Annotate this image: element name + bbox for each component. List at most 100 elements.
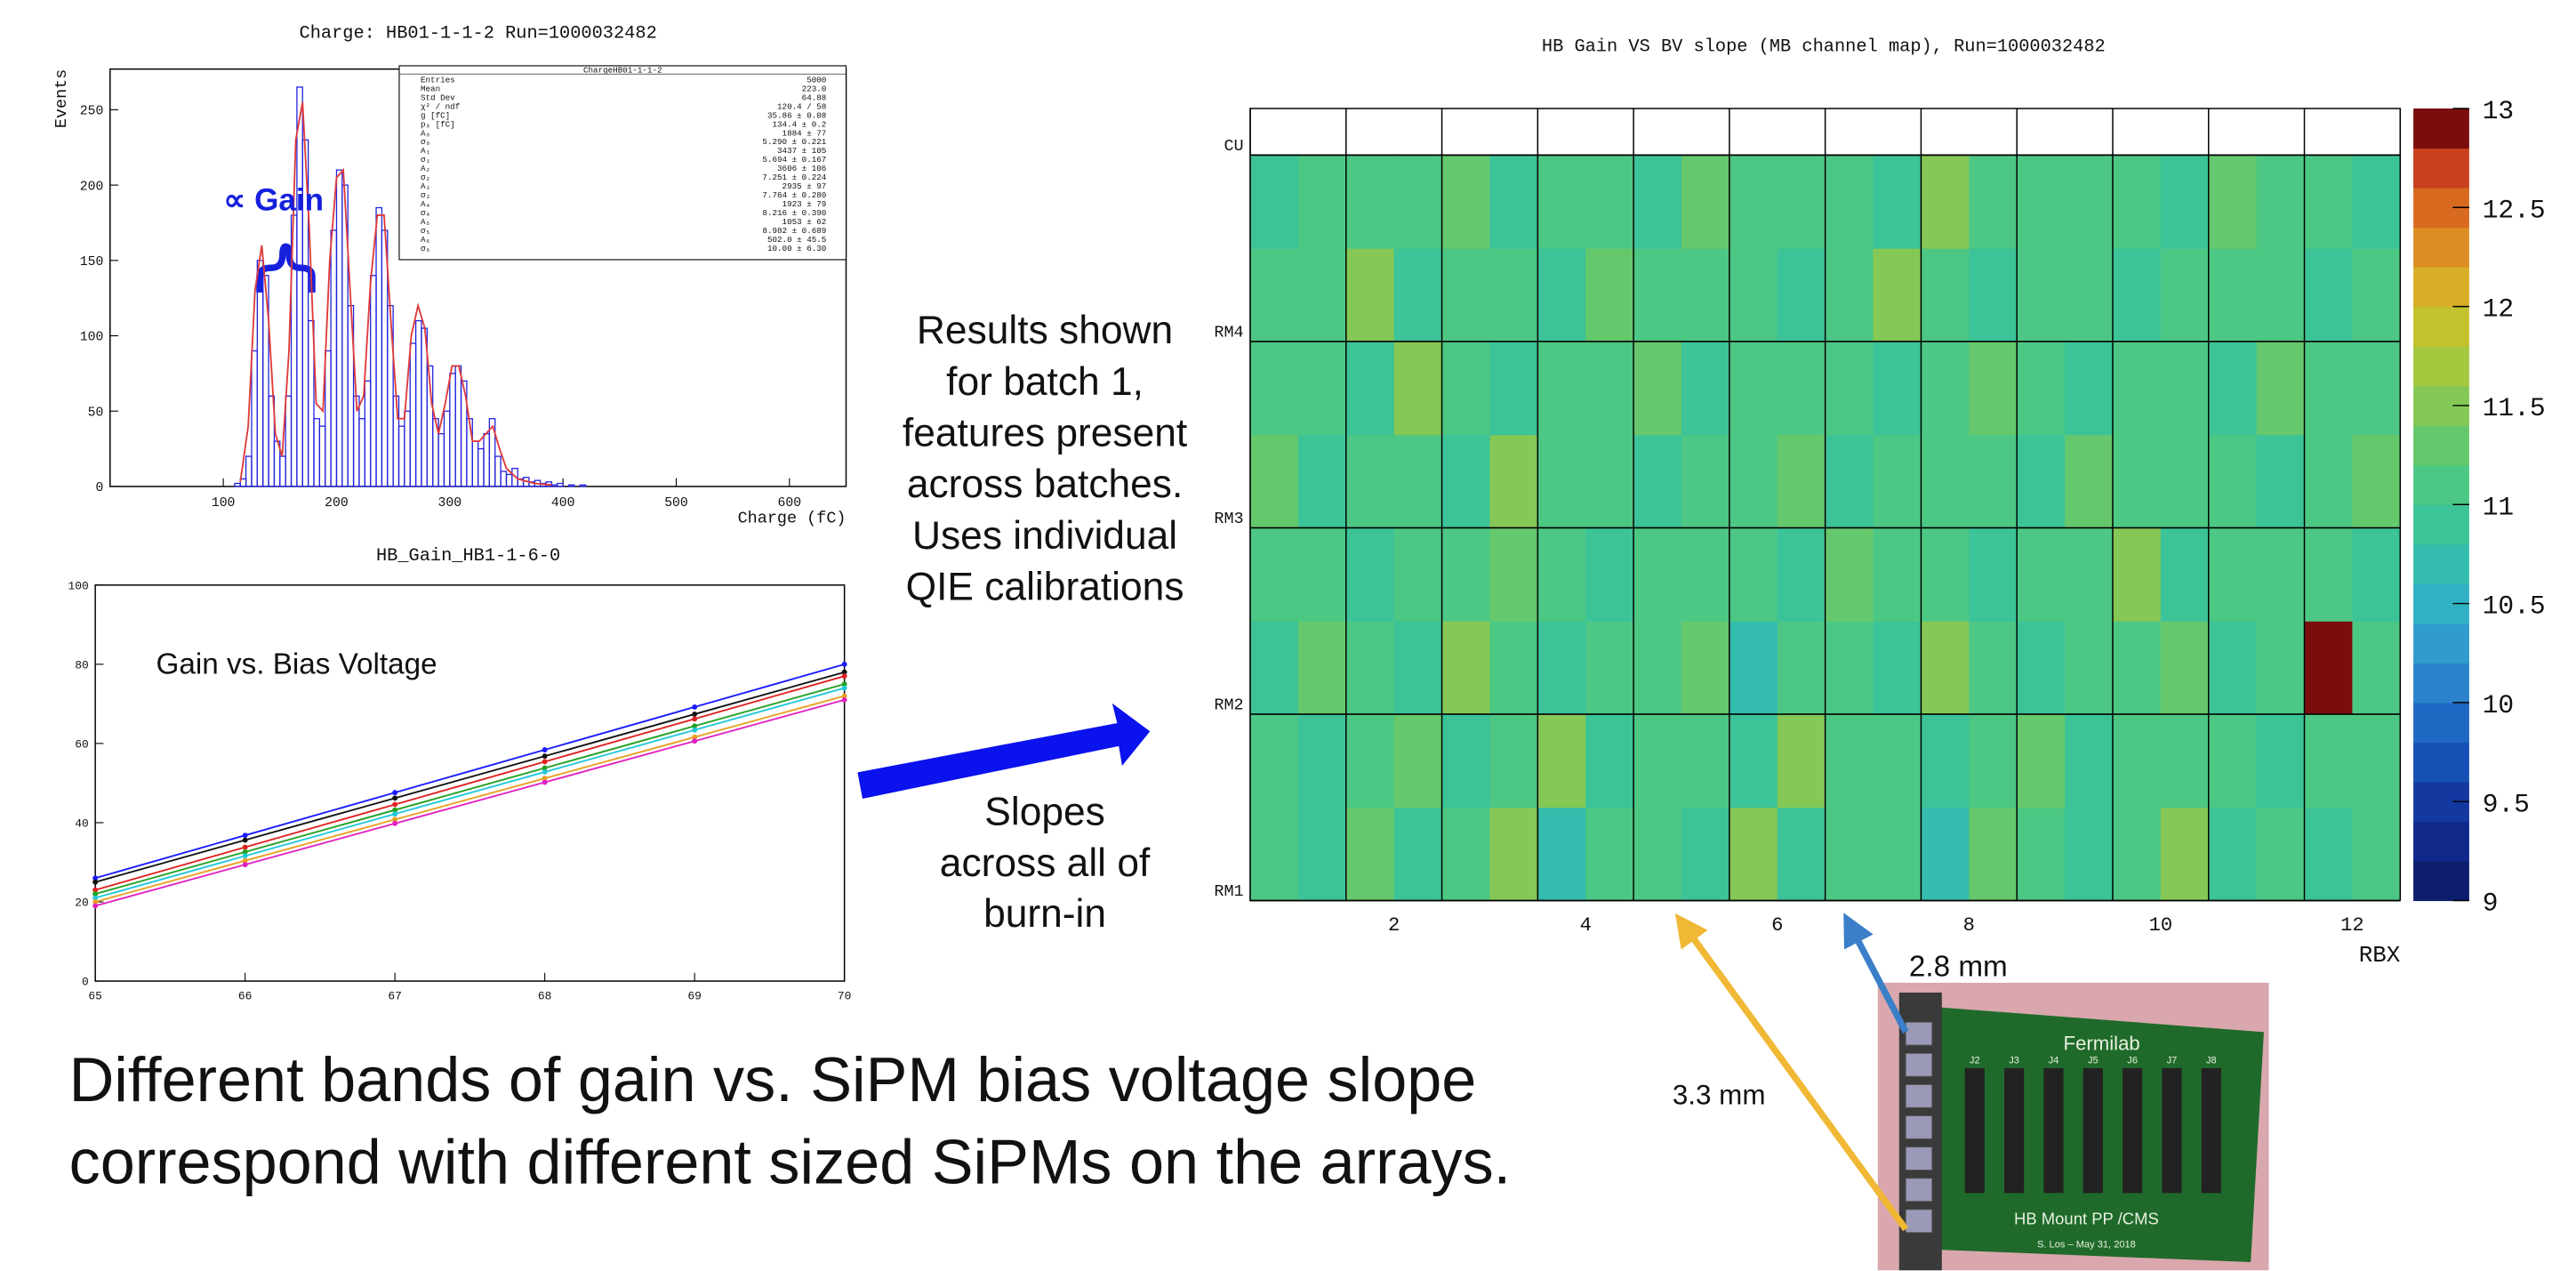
cell xyxy=(2017,527,2066,622)
series-line xyxy=(94,675,845,891)
cell xyxy=(1681,434,1730,528)
cell xyxy=(1777,527,1826,622)
histogram-bin xyxy=(500,471,508,487)
cell xyxy=(1777,621,1826,715)
cell xyxy=(2065,341,2114,436)
x-tick-label: 200 xyxy=(325,496,349,511)
cell xyxy=(2256,341,2306,436)
histogram-bin xyxy=(301,139,309,487)
cell xyxy=(2065,807,2114,902)
stats-box xyxy=(398,65,847,261)
stats-value: 120.4 / 58 xyxy=(777,101,826,111)
histogram-bin xyxy=(256,260,264,487)
histogram-bin xyxy=(409,342,417,487)
cell xyxy=(2065,248,2114,342)
y-tick-label: 0 xyxy=(96,481,104,495)
cell xyxy=(1489,155,1538,249)
colorbar-label: 11 xyxy=(2483,492,2514,522)
cell xyxy=(1729,621,1778,715)
cell xyxy=(1297,434,1347,528)
stats-key: A₅ xyxy=(421,217,430,227)
histogram-bin xyxy=(550,484,558,487)
cell xyxy=(2112,341,2162,436)
point xyxy=(92,875,99,881)
point xyxy=(692,716,698,722)
histogram-bin xyxy=(404,410,411,487)
x-tick-label: 10 xyxy=(2149,914,2173,937)
connector-label: J2 xyxy=(1970,1055,1980,1066)
cell xyxy=(1681,155,1730,249)
colorbar-label: 10.5 xyxy=(2483,591,2546,622)
blue-arrow xyxy=(1843,913,1909,1034)
cell xyxy=(1537,434,1586,528)
series-line xyxy=(94,663,845,880)
colorbar-swatch xyxy=(2413,346,2469,387)
point xyxy=(92,879,99,885)
histogram-bin xyxy=(567,484,575,487)
stats-key: Std Dev xyxy=(421,93,455,102)
cell xyxy=(1921,527,1970,622)
point xyxy=(692,738,698,744)
histogram-bin xyxy=(296,86,303,487)
cell xyxy=(1633,341,1682,436)
connector-label: J6 xyxy=(2127,1055,2138,1066)
cell xyxy=(1873,155,1922,249)
cell xyxy=(2352,713,2401,808)
cell xyxy=(1585,621,1634,715)
stats-value: 35.86 ± 0.08 xyxy=(767,110,826,120)
dimension: 3.3 mm xyxy=(1673,1080,1766,1111)
y-tick-label: 100 xyxy=(80,331,104,345)
cell xyxy=(2352,434,2401,528)
point xyxy=(392,807,398,813)
stats-value: 134.4 ± 0.2 xyxy=(772,119,826,129)
point xyxy=(692,727,698,733)
cell xyxy=(1297,713,1347,808)
colorbar-swatch xyxy=(2413,623,2469,664)
series-line xyxy=(94,683,845,895)
stats-key: σ₆ xyxy=(421,244,430,253)
x-tick-label: 69 xyxy=(687,989,702,1002)
cell xyxy=(1921,807,1970,902)
annotation: Gain vs. Bias Voltage xyxy=(156,648,437,681)
cell xyxy=(1969,341,2018,436)
cell xyxy=(1921,434,1970,528)
colorbar-swatch xyxy=(2413,227,2469,268)
cell xyxy=(1825,527,1874,622)
cell xyxy=(1969,807,2018,902)
stats-value: 1923 ± 79 xyxy=(782,199,827,209)
cell xyxy=(2208,248,2258,342)
point xyxy=(242,857,248,864)
y-tick-label: RM1 xyxy=(1214,882,1243,901)
cell xyxy=(1633,434,1682,528)
gain-label: ∝ Gain xyxy=(223,183,324,218)
cell xyxy=(1729,713,1778,808)
cell xyxy=(1345,527,1395,622)
cell xyxy=(1633,713,1682,808)
stats-key: σ₅ xyxy=(421,226,430,236)
point xyxy=(542,779,548,785)
cell xyxy=(1969,155,2018,249)
cell xyxy=(1393,155,1443,249)
x-tick-label: 12 xyxy=(2340,914,2364,937)
point xyxy=(841,696,847,703)
point xyxy=(92,887,99,893)
note: Uses individual xyxy=(912,514,1177,558)
cell xyxy=(2017,248,2066,342)
cell xyxy=(1729,155,1778,249)
histogram-bin xyxy=(477,447,485,487)
cell xyxy=(1873,434,1922,528)
point xyxy=(392,820,398,826)
point xyxy=(392,795,398,801)
cell xyxy=(1777,713,1826,808)
cell xyxy=(1250,248,1299,342)
colorbar-swatch xyxy=(2413,504,2469,545)
x-axis-label: Charge (fC) xyxy=(738,510,847,528)
cell xyxy=(1393,807,1443,902)
y-tick-label: RM4 xyxy=(1214,323,1243,342)
x-tick-label: 6 xyxy=(1771,914,1783,937)
cell xyxy=(1297,341,1347,436)
cell xyxy=(1873,713,1922,808)
cell xyxy=(1681,621,1730,715)
colorbar-swatch xyxy=(2413,306,2469,347)
